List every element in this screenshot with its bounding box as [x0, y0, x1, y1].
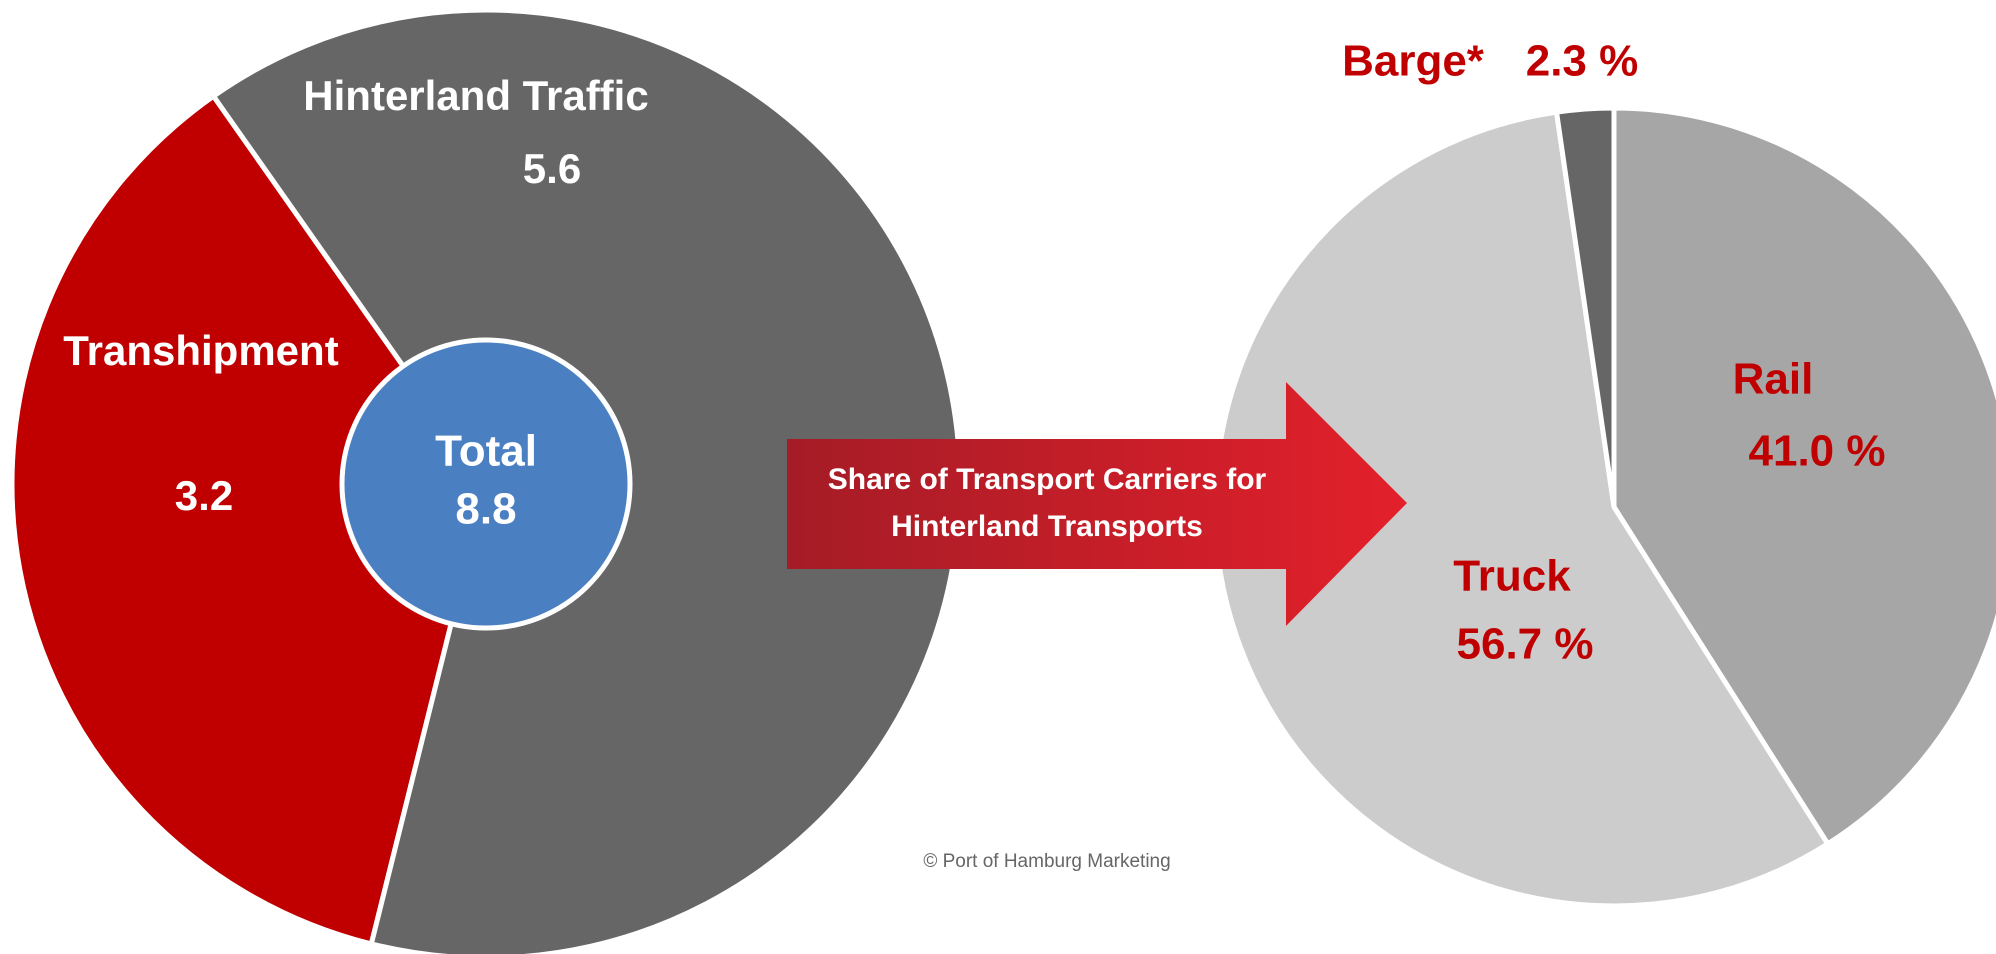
credit: © Port of Hamburg Marketing	[923, 851, 1170, 872]
slice-label: Truck	[1453, 552, 1571, 601]
slice-value: 3.2	[175, 472, 233, 519]
slice-label: Hinterland Traffic	[303, 72, 648, 119]
pie-slice	[1553, 105, 1617, 508]
slice-label: Barge*	[1342, 37, 1485, 86]
center-value: 8.8	[455, 485, 516, 534]
slice-label: Rail	[1733, 355, 1814, 404]
charts: Transhipment 3.2 Hinterland Traffic 5.6 Tota…	[9, 7, 1996, 954]
center-label: Total	[435, 427, 537, 476]
slice-label: Transhipment	[63, 327, 338, 374]
slice-value: 56.7 %	[1457, 620, 1594, 669]
pie-slice	[9, 92, 489, 947]
arrow	[787, 382, 1407, 626]
pie-slice	[1212, 109, 1832, 909]
slice-value: 5.6	[523, 145, 581, 192]
slice-value: 41.0 %	[1749, 427, 1886, 476]
center-circle	[339, 337, 633, 631]
slice-value: 2.3 %	[1526, 37, 1639, 86]
arrow-label: Hinterland Transports	[891, 510, 1203, 543]
arrow-label: Share of Transport Carriers for	[828, 463, 1267, 496]
pie-slice	[1611, 105, 1996, 848]
